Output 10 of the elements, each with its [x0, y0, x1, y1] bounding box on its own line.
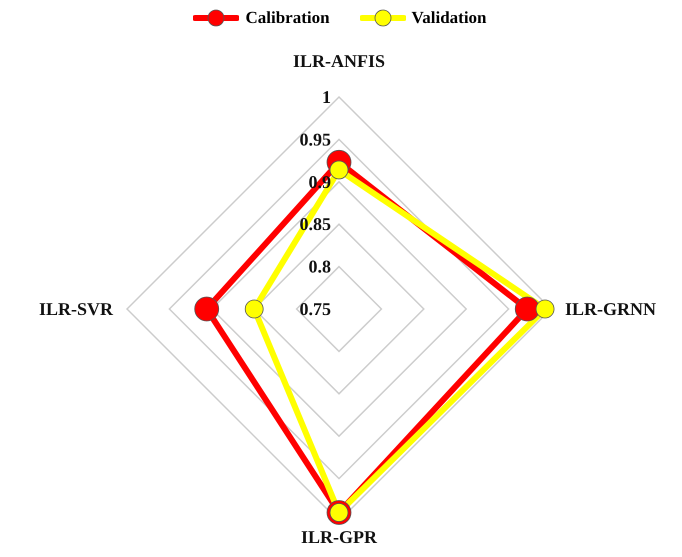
spoke-label: ILR-ANFIS	[292, 51, 386, 71]
spoke-label: ILR-GRNN	[565, 299, 656, 319]
y-tick-label: 1	[322, 87, 331, 107]
y-tick-label: 0.8	[308, 256, 331, 277]
legend-label: Calibration	[245, 8, 330, 28]
legend-label: Validation	[412, 8, 487, 28]
spoke-label: ILR-SVR	[38, 299, 114, 319]
y-tick-label: 0.95	[300, 129, 331, 150]
y-tick-label: 0.75	[300, 299, 331, 319]
spoke-label: ILR-GPR	[301, 527, 378, 547]
